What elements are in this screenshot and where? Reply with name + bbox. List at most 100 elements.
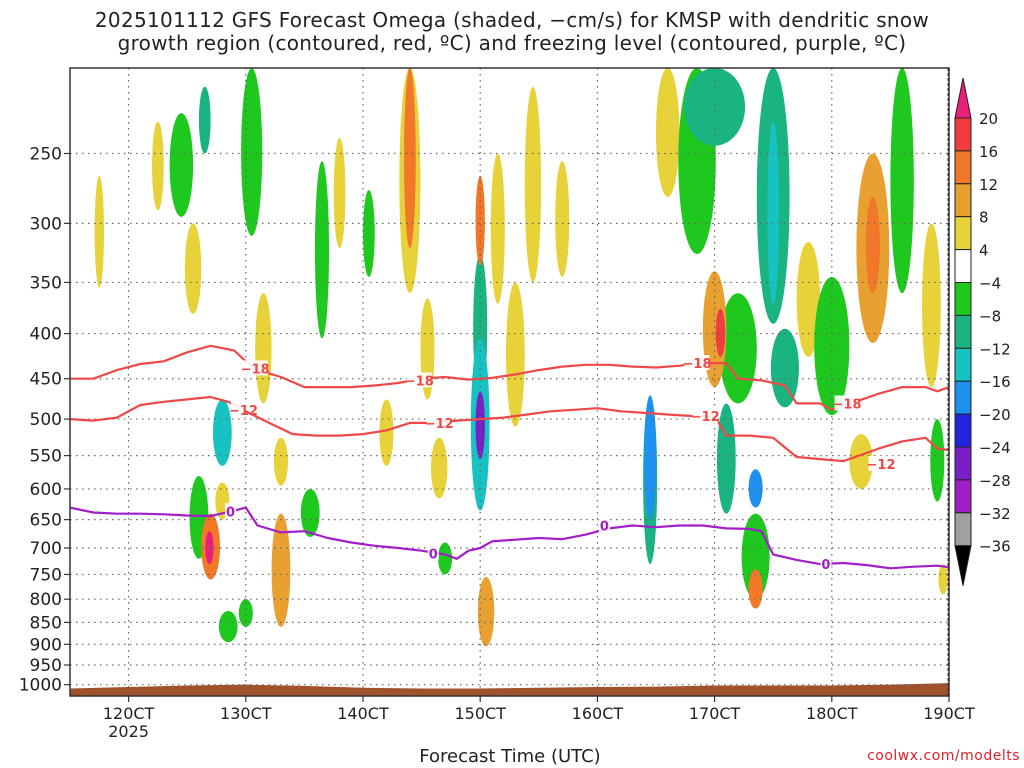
contour-label: −18 — [833, 397, 862, 412]
chart-title: 2025101112 GFS Forecast Omega (shaded, −… — [94, 8, 930, 32]
omega-cell — [184, 223, 202, 314]
colorbar-bin — [954, 347, 972, 382]
colorbar-label: −8 — [979, 307, 1001, 325]
omega-cell — [300, 488, 320, 537]
omega-cell — [938, 564, 948, 595]
contour-label: 0 — [429, 547, 438, 562]
colorbar-bin — [954, 512, 972, 547]
colorbar-bin — [954, 249, 972, 284]
colorbar-label: −16 — [979, 373, 1011, 391]
omega-cell — [94, 175, 104, 288]
y-tick-label: 900 — [30, 635, 62, 655]
x-tick-label: 190CT — [923, 704, 975, 723]
y-tick-label: 1000 — [19, 676, 62, 696]
plot-frame — [69, 67, 950, 697]
omega-cell — [849, 434, 873, 489]
colorbar-bin — [954, 314, 972, 349]
y-tick-label: 600 — [30, 480, 62, 500]
x-tick-label: 170CT — [689, 704, 741, 723]
source-watermark[interactable]: coolwx.com/modelts — [867, 748, 1020, 764]
contour-label-bg — [834, 395, 860, 411]
omega-shading — [94, 68, 948, 647]
y-tick-label: 300 — [30, 214, 62, 234]
colorbar-label: 12 — [979, 176, 998, 194]
omega-cell — [865, 196, 880, 294]
omega-cell — [715, 308, 726, 357]
omega-cell — [314, 161, 330, 339]
contour-label: −18 — [241, 362, 270, 377]
omega-cell — [379, 399, 394, 466]
y-tick-label: 500 — [30, 410, 62, 430]
chart-subtitle: growth region (contoured, red, ºC) and f… — [117, 31, 907, 55]
contour-label-bg — [692, 408, 718, 424]
ground-surface — [70, 683, 949, 696]
omega-cell — [748, 469, 763, 508]
omega-cell — [930, 419, 945, 502]
omega-cell — [273, 437, 288, 486]
omega-cell — [505, 282, 525, 427]
omega-cell — [748, 569, 763, 609]
contour-label-bg — [684, 355, 710, 371]
omega-cell — [922, 223, 941, 388]
y-tick-label: 550 — [30, 447, 62, 467]
omega-cell — [475, 175, 485, 266]
colorbar-label: 4 — [979, 242, 989, 260]
colorbar-label: 8 — [979, 209, 989, 227]
contour-label-bg — [225, 503, 237, 519]
colorbar-bin — [954, 380, 972, 415]
colorbar-bottom-arrow — [954, 545, 972, 586]
omega-cell — [719, 293, 757, 404]
contour-label-bg — [242, 360, 268, 376]
omega-cell — [796, 242, 821, 357]
colorbar-bin — [954, 282, 972, 316]
omega-cell — [770, 328, 799, 408]
omega-cell — [218, 610, 238, 643]
contour-label: −12 — [425, 417, 454, 432]
colorbar-label: −36 — [979, 538, 1011, 556]
omega-cell — [212, 399, 232, 466]
x-tick-label: 130CT — [220, 704, 272, 723]
omega-cell — [404, 68, 416, 249]
contour-label-bg — [868, 455, 894, 471]
contour-label-bg — [426, 414, 452, 430]
contour-line — [70, 395, 241, 422]
contour-label: −12 — [867, 458, 896, 473]
contour-label-bg — [598, 517, 610, 533]
y-axis: 2503003504004505005506006507007508008509… — [19, 144, 70, 696]
colorbar-label: −28 — [979, 472, 1011, 490]
y-tick-label: 950 — [30, 656, 62, 676]
contour-label: 0 — [600, 519, 609, 534]
gridlines — [70, 68, 950, 696]
colorbar-bin — [954, 413, 972, 448]
colorbar-bin — [954, 446, 972, 481]
colorbar-label: −24 — [979, 439, 1011, 457]
x-tick-label: 140CT — [337, 704, 389, 723]
contour-label: −12 — [691, 410, 720, 425]
omega-cell — [438, 542, 453, 575]
colorbar-label: −4 — [979, 275, 1001, 293]
contour-label: 0 — [821, 558, 830, 573]
terrain-layer — [70, 683, 949, 696]
omega-cell — [198, 86, 211, 154]
omega-cell — [255, 293, 272, 404]
y-tick-label: 400 — [30, 325, 62, 345]
contour-label: 0 — [226, 505, 235, 520]
contour-line — [245, 407, 949, 463]
y-tick-label: 250 — [30, 144, 62, 164]
contour-layer: −18 −18 −18 −18 −12 −12 −12 −12 0 0 0 0 — [70, 344, 949, 573]
contour-line — [70, 344, 949, 411]
colorbar-bin — [954, 216, 972, 251]
omega-cell — [152, 121, 164, 211]
contour-label-bg — [406, 372, 432, 388]
colorbar-bin — [954, 479, 972, 514]
y-tick-label: 800 — [30, 590, 62, 610]
x-tick-label: 160CT — [572, 704, 624, 723]
y-tick-label: 650 — [30, 511, 62, 531]
omega-cell — [524, 86, 542, 283]
omega-cell — [716, 403, 736, 514]
colorbar-label: 20 — [979, 110, 998, 128]
omega-cell — [890, 68, 914, 294]
omega-cell — [814, 276, 850, 416]
